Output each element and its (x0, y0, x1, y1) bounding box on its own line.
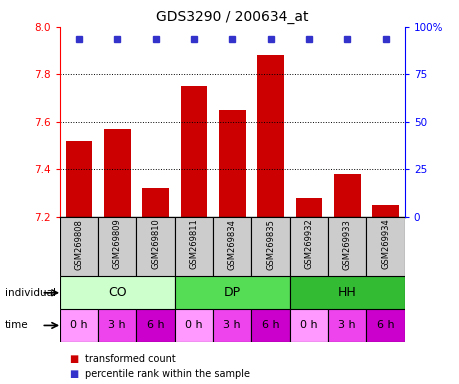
Text: 6 h: 6 h (261, 320, 279, 331)
Bar (174, 276, 289, 309)
Text: CO: CO (108, 286, 126, 299)
Text: 0 h: 0 h (300, 320, 317, 331)
Text: GSM269808: GSM269808 (74, 219, 83, 270)
Text: 0 h: 0 h (70, 320, 88, 331)
Text: individual: individual (5, 288, 56, 298)
Text: 6 h: 6 h (376, 320, 393, 331)
Bar (218, 110, 245, 217)
Bar (251, 309, 289, 342)
Bar (371, 205, 398, 217)
Text: 0 h: 0 h (185, 320, 202, 331)
Bar (327, 309, 366, 342)
Text: DP: DP (223, 286, 241, 299)
Bar (289, 276, 404, 309)
Text: 6 h: 6 h (146, 320, 164, 331)
Text: GSM269932: GSM269932 (304, 219, 313, 270)
Bar (66, 141, 92, 217)
Bar (136, 309, 174, 342)
Text: transformed count: transformed count (85, 354, 175, 364)
Text: ■: ■ (69, 369, 78, 379)
Bar (213, 309, 251, 342)
Bar (174, 309, 213, 342)
Title: GDS3290 / 200634_at: GDS3290 / 200634_at (156, 10, 308, 25)
Bar (174, 217, 213, 276)
Bar (60, 276, 174, 309)
Text: GSM269933: GSM269933 (342, 219, 351, 270)
Bar (366, 309, 404, 342)
Text: 3 h: 3 h (108, 320, 126, 331)
Bar (289, 309, 327, 342)
Text: GSM269934: GSM269934 (381, 219, 389, 270)
Bar (327, 217, 366, 276)
Text: percentile rank within the sample: percentile rank within the sample (85, 369, 250, 379)
Text: GSM269811: GSM269811 (189, 219, 198, 270)
Bar (257, 55, 284, 217)
Text: ■: ■ (69, 354, 78, 364)
Text: HH: HH (337, 286, 356, 299)
Bar (213, 217, 251, 276)
Bar (180, 86, 207, 217)
Text: 3 h: 3 h (338, 320, 355, 331)
Bar (60, 217, 98, 276)
Bar (142, 189, 169, 217)
Bar (104, 129, 130, 217)
Bar (333, 174, 360, 217)
Text: 3 h: 3 h (223, 320, 241, 331)
Text: GSM269835: GSM269835 (266, 219, 274, 270)
Bar (251, 217, 289, 276)
Bar (98, 217, 136, 276)
Text: GSM269810: GSM269810 (151, 219, 160, 270)
Bar (60, 309, 98, 342)
Bar (136, 217, 174, 276)
Bar (366, 217, 404, 276)
Text: time: time (5, 320, 28, 331)
Bar (295, 198, 322, 217)
Bar (98, 309, 136, 342)
Text: GSM269809: GSM269809 (112, 219, 122, 270)
Bar (289, 217, 327, 276)
Text: GSM269834: GSM269834 (227, 219, 236, 270)
